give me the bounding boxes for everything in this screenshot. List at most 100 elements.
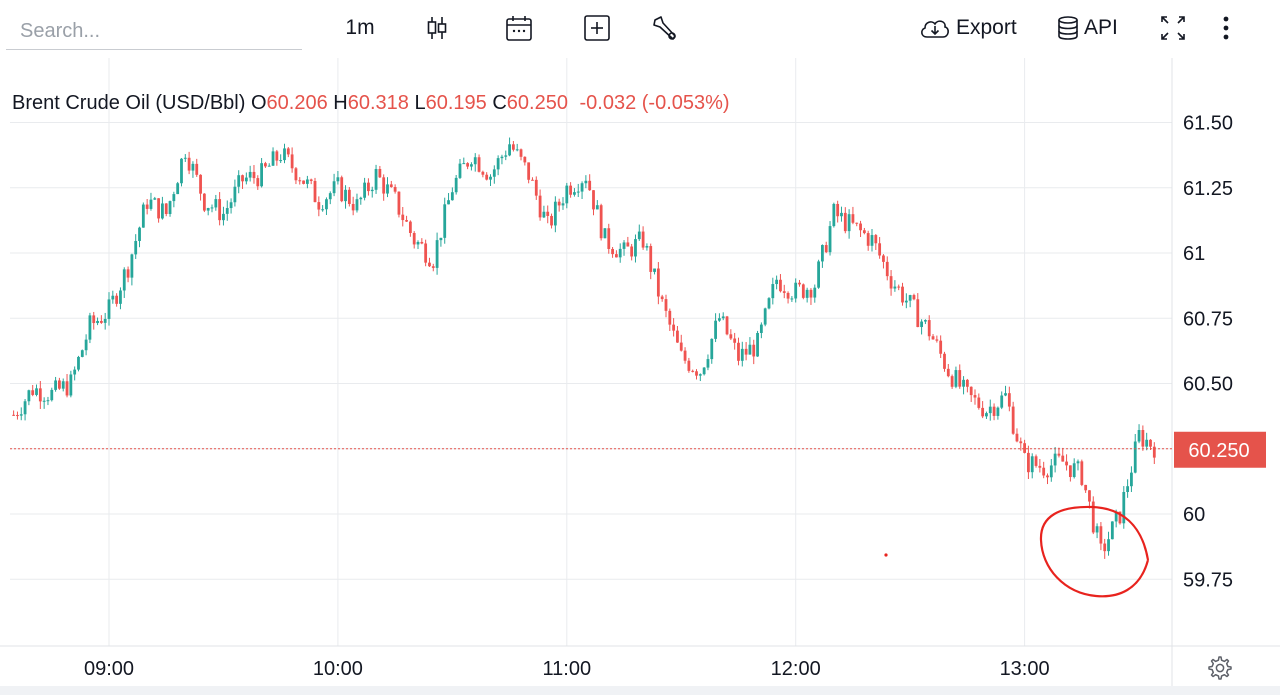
- candle-body: [27, 390, 31, 402]
- candle-body: [317, 202, 321, 210]
- candle-body: [889, 276, 893, 289]
- candle-body: [805, 289, 809, 298]
- candle-body: [111, 295, 115, 300]
- add-indicator-icon[interactable]: [582, 12, 612, 44]
- candle-body: [946, 368, 950, 377]
- candle-body: [1137, 429, 1141, 442]
- candle-body: [420, 241, 424, 244]
- time-tick-label: 11:00: [543, 658, 592, 680]
- candle-body: [1126, 486, 1130, 492]
- candle-body: [607, 228, 611, 249]
- candle-body: [1088, 490, 1091, 502]
- candle-body: [843, 212, 847, 232]
- candle-body: [943, 353, 946, 369]
- candle-body: [325, 199, 328, 210]
- candle-body: [634, 239, 637, 257]
- cloud-download-icon: [921, 20, 949, 38]
- low-value: 60.195: [425, 92, 487, 114]
- candle-body: [740, 348, 744, 361]
- candle-body: [1034, 456, 1038, 466]
- candle-body: [492, 169, 496, 177]
- symbol-name: Brent Crude Oil (USD/Bbl): [12, 92, 246, 114]
- api-button[interactable]: API: [1056, 12, 1122, 44]
- candle-body: [80, 350, 84, 357]
- candle-body: [973, 395, 977, 398]
- candle-body: [378, 168, 382, 178]
- candle-body: [1057, 453, 1061, 456]
- candle-body: [626, 242, 630, 247]
- candle-body: [328, 193, 332, 200]
- candle-body: [485, 174, 489, 180]
- candle-body: [653, 268, 656, 272]
- candle-body: [359, 197, 363, 200]
- candle-body: [77, 356, 80, 370]
- candle-body: [504, 155, 508, 157]
- candle-body: [267, 165, 271, 167]
- more-menu-icon[interactable]: [1212, 12, 1240, 44]
- last-price-line: 60.250: [10, 431, 1266, 468]
- candle-body: [489, 176, 492, 180]
- candle-body: [1107, 539, 1110, 552]
- candle-body: [153, 198, 157, 200]
- candle-body: [813, 287, 817, 298]
- candle-body: [305, 179, 309, 184]
- candle-body: [958, 370, 962, 387]
- candlestick-icon[interactable]: [422, 12, 452, 44]
- candle-body: [336, 177, 340, 182]
- dot-drawing: [884, 553, 888, 557]
- candle-body: [271, 151, 275, 166]
- candle-body: [99, 320, 103, 323]
- candle-body: [386, 184, 389, 194]
- candle-body: [1080, 461, 1084, 485]
- candle-body: [424, 243, 428, 263]
- candle-body: [965, 379, 969, 387]
- candle-body: [191, 163, 195, 171]
- candle-body: [840, 212, 843, 217]
- candle-body: [931, 336, 935, 340]
- candle-body: [595, 205, 599, 210]
- high-value: 60.318: [347, 92, 409, 114]
- candle-body: [706, 359, 710, 368]
- candle-body: [561, 203, 565, 206]
- candle-body: [748, 344, 752, 355]
- candle-body: [962, 379, 965, 387]
- candle-body: [790, 298, 794, 300]
- candle-body: [511, 144, 515, 150]
- candle-body: [466, 163, 470, 167]
- candle-body: [210, 207, 214, 209]
- candle-body: [851, 214, 855, 223]
- candle-body: [237, 175, 241, 187]
- candle-body: [1068, 465, 1072, 478]
- ohlc-legend: Brent Crude Oil (USD/Bbl) O60.206 H60.31…: [12, 92, 730, 115]
- candle-body: [35, 388, 38, 395]
- candle-body: [241, 175, 244, 182]
- drawing-annotation[interactable]: [884, 505, 1150, 598]
- wrench-icon[interactable]: [650, 12, 680, 44]
- candle-body: [157, 198, 160, 219]
- candle-body: [664, 299, 668, 311]
- candle-body: [435, 240, 439, 268]
- candle-body: [508, 144, 511, 156]
- fullscreen-icon[interactable]: [1158, 12, 1188, 44]
- candle-body: [897, 286, 901, 288]
- candle-body: [119, 290, 122, 304]
- candle-body: [862, 230, 866, 234]
- candle-body: [759, 324, 763, 333]
- candle-body: [264, 163, 267, 167]
- candle-body: [645, 246, 649, 248]
- candle-body: [531, 179, 534, 181]
- candle-body: [893, 286, 897, 289]
- candle-body: [107, 299, 111, 319]
- candle-body: [130, 254, 134, 278]
- candle-body: [344, 189, 347, 202]
- candle-body: [771, 284, 775, 299]
- interval-button[interactable]: 1m: [345, 16, 375, 39]
- export-button[interactable]: Export: [918, 12, 1026, 44]
- settings-gear-icon[interactable]: [1205, 654, 1233, 682]
- calendar-icon[interactable]: [504, 12, 534, 44]
- last-price-tag: [1174, 431, 1266, 468]
- candle-body: [756, 332, 759, 357]
- candle-body: [1030, 456, 1034, 473]
- search-input[interactable]: [6, 14, 302, 50]
